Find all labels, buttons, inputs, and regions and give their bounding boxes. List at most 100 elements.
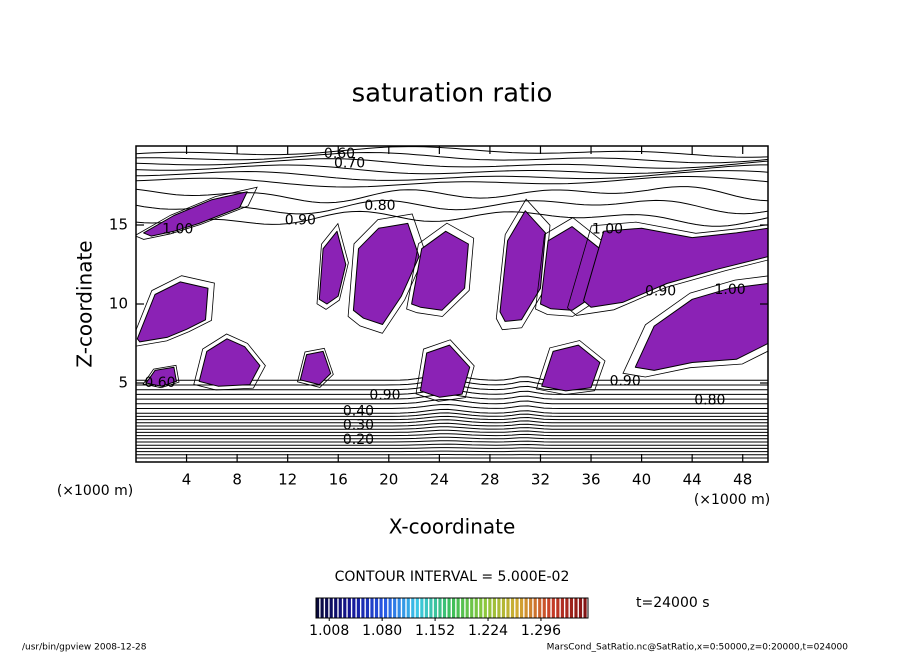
colorbar-tick-label: 1.224 <box>468 623 508 639</box>
x-tick-label: 44 <box>683 471 702 489</box>
colorbar-cell <box>443 598 446 618</box>
contour-label: 0.20 <box>343 432 374 448</box>
colorbar-cell <box>343 598 346 618</box>
colorbar-cell <box>420 598 423 618</box>
contour-label: 0.90 <box>285 212 316 228</box>
colorbar-cell <box>425 598 428 618</box>
x-tick-label: 48 <box>733 471 752 489</box>
footer-right: MarsCond_SatRatio.nc@SatRatio,x=0:50000,… <box>547 643 849 653</box>
y-axis-label: Z-coordinate <box>73 240 97 367</box>
colorbar-cell <box>452 598 455 618</box>
x-axis-label: X-coordinate <box>389 515 516 539</box>
colorbar-cell <box>461 598 464 618</box>
contour-label: 1.00 <box>162 222 193 238</box>
colorbar-cell <box>511 598 514 618</box>
colorbar-cell <box>370 598 373 618</box>
colorbar-cell <box>393 598 396 618</box>
colorbar-cell <box>525 598 528 618</box>
colorbar-cell <box>556 598 559 618</box>
colorbar-tick-label: 1.080 <box>362 623 402 639</box>
contour-label: 1.00 <box>592 222 623 238</box>
colorbar-cell <box>416 598 419 618</box>
footer-left: /usr/bin/gpview 2008-12-28 <box>22 643 147 653</box>
contour-label: 0.70 <box>334 155 365 171</box>
colorbar-cell <box>574 598 577 618</box>
colorbar-tick-label: 1.296 <box>521 623 561 639</box>
colorbar-cell <box>325 598 328 618</box>
colorbar-cell <box>488 598 491 618</box>
colorbar-cell <box>529 598 532 618</box>
x-tick-label: 12 <box>278 471 297 489</box>
colorbar-cell <box>366 598 369 618</box>
y-tick-label: 5 <box>118 374 128 392</box>
colorbar-tick-label: 1.008 <box>309 623 349 639</box>
colorbar-tick-label: 1.152 <box>415 623 455 639</box>
contour-interval: CONTOUR INTERVAL = 5.000E-02 <box>335 569 570 585</box>
colorbar-cell <box>339 598 342 618</box>
colorbar-cell <box>348 598 351 618</box>
contour-label: 0.90 <box>369 388 400 404</box>
y-unit: (×1000 m) <box>57 483 133 499</box>
colorbar-cell <box>334 598 337 618</box>
contour-label: 0.90 <box>610 373 641 389</box>
colorbar-cell <box>434 598 437 618</box>
colorbar-cell <box>389 598 392 618</box>
colorbar-cell <box>402 598 405 618</box>
colorbar-cell <box>475 598 478 618</box>
colorbar-cell <box>561 598 564 618</box>
x-tick-label: 24 <box>430 471 449 489</box>
colorbar-cell <box>547 598 550 618</box>
contour-label: 0.80 <box>694 392 725 408</box>
colorbar-cell <box>357 598 360 618</box>
x-tick-label: 20 <box>379 471 398 489</box>
contour-label: 0.60 <box>144 375 175 391</box>
time-label: t=24000 s <box>636 595 710 611</box>
colorbar-cell <box>579 598 582 618</box>
colorbar-cell <box>493 598 496 618</box>
y-tick-label: 15 <box>109 216 128 234</box>
contour-line <box>136 451 768 452</box>
colorbar-cell <box>583 598 586 618</box>
colorbar-cell <box>375 598 378 618</box>
colorbar-cell <box>479 598 482 618</box>
colorbar-cell <box>379 598 382 618</box>
colorbar-cell <box>457 598 460 618</box>
colorbar-cell <box>361 598 364 618</box>
colorbar-cell <box>484 598 487 618</box>
colorbar-cell <box>538 598 541 618</box>
x-tick-label: 36 <box>581 471 600 489</box>
contour-label: 0.90 <box>645 283 676 299</box>
colorbar-cell <box>407 598 410 618</box>
x-unit: (×1000 m) <box>694 492 770 508</box>
x-tick-label: 40 <box>632 471 651 489</box>
colorbar-cell <box>466 598 469 618</box>
colorbar-cell <box>411 598 414 618</box>
x-tick-label: 28 <box>480 471 499 489</box>
colorbar-cell <box>565 598 568 618</box>
colorbar-cell <box>429 598 432 618</box>
colorbar-cell <box>502 598 505 618</box>
x-tick-label: 4 <box>182 471 192 489</box>
contour-label: 1.00 <box>714 282 745 298</box>
colorbar-cell <box>384 598 387 618</box>
x-tick-label: 32 <box>531 471 550 489</box>
colorbar-cell <box>552 598 555 618</box>
colorbar-cell <box>570 598 573 618</box>
colorbar-cell <box>543 598 546 618</box>
chart-title: saturation ratio <box>352 79 553 109</box>
colorbar-cell <box>506 598 509 618</box>
colorbar-cell <box>330 598 333 618</box>
colorbar-cell <box>515 598 518 618</box>
colorbar-cell <box>534 598 537 618</box>
y-tick-label: 10 <box>109 295 128 313</box>
colorbar-cell <box>520 598 523 618</box>
colorbar-cell <box>438 598 441 618</box>
x-tick-label: 8 <box>232 471 242 489</box>
x-tick-label: 16 <box>329 471 348 489</box>
contour-label: 0.80 <box>364 198 395 214</box>
colorbar-cell <box>470 598 473 618</box>
colorbar-cell <box>398 598 401 618</box>
colorbar-cell <box>497 598 500 618</box>
colorbar-cell <box>321 598 324 618</box>
